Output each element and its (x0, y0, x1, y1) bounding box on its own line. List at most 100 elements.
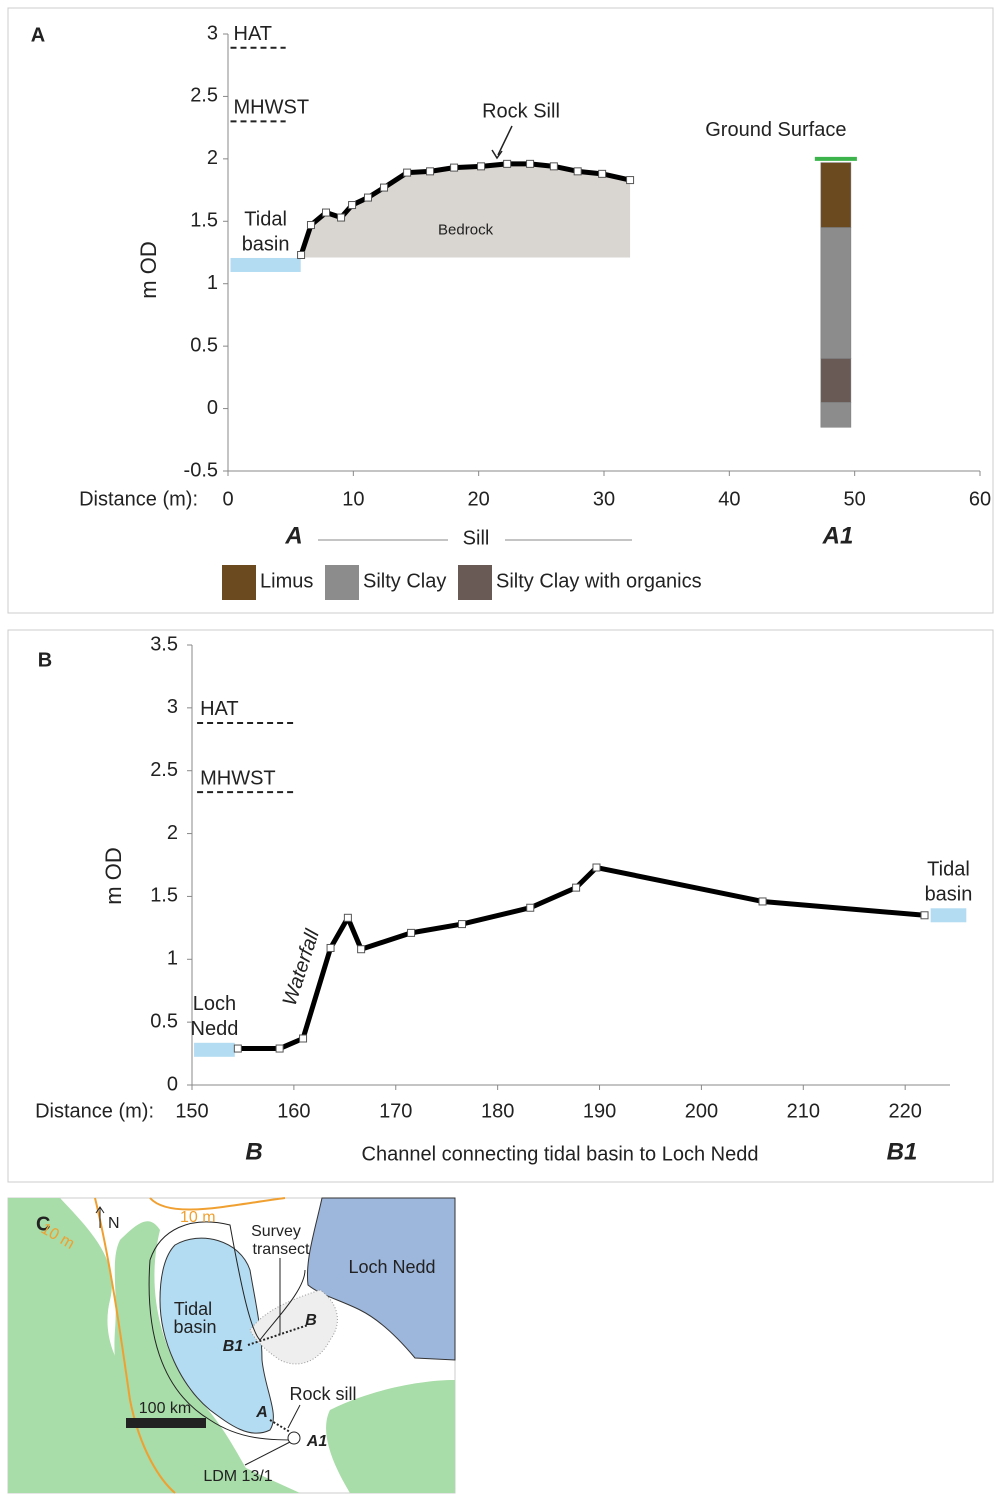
land (8, 1198, 300, 1493)
scale-label: 100 km (139, 1400, 191, 1417)
x-tick-label: 50 (844, 488, 866, 510)
core-layer (820, 227, 852, 359)
x-tick-label: 20 (468, 488, 490, 510)
north-arrow (95, 1206, 105, 1214)
reference-label: MHWST (200, 767, 276, 789)
core-layer (820, 162, 852, 228)
x-tick-label: 0 (222, 488, 233, 510)
y-tick-label: -0.5 (184, 459, 218, 481)
point (326, 943, 335, 952)
point (450, 163, 459, 172)
point (626, 176, 635, 185)
point (297, 250, 306, 259)
legend-swatch (325, 565, 359, 600)
scale-bar (126, 1418, 206, 1428)
point (299, 1034, 308, 1043)
panel-frame (7, 629, 994, 1183)
point (549, 162, 558, 171)
y-tick-label: 0.5 (190, 334, 218, 356)
point (322, 208, 331, 217)
x-tick-label: 160 (277, 1100, 310, 1122)
reference-label: HAT (200, 698, 239, 720)
point (380, 183, 389, 192)
point (426, 167, 435, 176)
water-label: Nedd (191, 1018, 239, 1040)
y-tick-label: 1.5 (190, 210, 218, 232)
x-tick-label: 200 (685, 1100, 718, 1122)
x-tick-label: 170 (379, 1100, 412, 1122)
y-tick-label: 3.5 (150, 633, 178, 655)
leader (244, 1441, 291, 1466)
legend-label: Silty Clay (363, 570, 446, 592)
point (920, 911, 929, 920)
point (306, 221, 315, 230)
contour-label: 10 m (180, 1209, 216, 1226)
x-tick-label: 220 (888, 1100, 921, 1122)
map-label: A1 (306, 1433, 328, 1450)
land (326, 1380, 455, 1493)
y-tick-label: 3 (207, 22, 218, 44)
annotation: Ground Surface (705, 119, 846, 141)
x-tick-label: 10 (342, 488, 364, 510)
map-label: A (255, 1404, 268, 1421)
x-tick-label: 40 (718, 488, 740, 510)
point (526, 903, 535, 912)
x-tick-label: 30 (593, 488, 615, 510)
point (348, 201, 357, 210)
point (363, 193, 372, 202)
y-tick-label: 2.5 (150, 759, 178, 781)
area-label: Bedrock (438, 221, 494, 238)
map-label: Tidal (174, 1299, 212, 1319)
map-panel: C N 10 m 10 m Survey transect Loch Nedd … (7, 1197, 456, 1494)
x-tick-label: 150 (175, 1100, 208, 1122)
point (572, 883, 581, 892)
panel-label: A (31, 24, 45, 46)
y-tick-label: 2 (207, 147, 218, 169)
y-tick-label: 1 (207, 272, 218, 294)
core-layer (820, 358, 852, 403)
sill-area (249, 1289, 338, 1365)
y-axis-label: m OD (101, 847, 126, 904)
annotation-arrow (497, 125, 513, 156)
map-label: transect (253, 1241, 310, 1258)
point (503, 159, 512, 168)
annotation-arrow (491, 149, 503, 160)
map-label: B (305, 1312, 317, 1329)
point (477, 162, 486, 171)
map-label: Loch Nedd (348, 1257, 435, 1277)
water (194, 1042, 235, 1057)
x-tick-label: 60 (969, 488, 991, 510)
point (233, 1044, 242, 1053)
water-label: basin (925, 884, 973, 906)
map-label: basin (173, 1317, 216, 1337)
footer-start: B (245, 1138, 262, 1165)
contour (94, 1197, 286, 1494)
point (526, 159, 535, 168)
water-label: basin (242, 233, 290, 255)
water-label: Loch (193, 993, 236, 1015)
water-label: Tidal (244, 208, 287, 230)
panel-frame (7, 7, 994, 614)
footer-start: A (284, 522, 302, 549)
reference-label: MHWST (234, 97, 310, 119)
transect-b (247, 1324, 309, 1346)
x-tick-label: 180 (481, 1100, 514, 1122)
legend-swatch (222, 565, 256, 600)
x-axis-label: Distance (m): (35, 1100, 154, 1122)
y-axis-label: m OD (136, 241, 161, 298)
point (758, 897, 767, 906)
core-site (287, 1431, 301, 1445)
legend-swatch (458, 565, 492, 600)
map-label: B1 (223, 1338, 244, 1355)
core-layer (820, 402, 852, 428)
water (230, 257, 301, 272)
footer-end: A1 (822, 522, 854, 549)
tidal-basin (159, 1237, 274, 1434)
leader (287, 1404, 301, 1429)
x-tick-label: 210 (787, 1100, 820, 1122)
point (337, 213, 346, 222)
panel-label: B (38, 649, 52, 671)
y-tick-label: 2.5 (190, 85, 218, 107)
footer-end: B1 (887, 1138, 918, 1165)
